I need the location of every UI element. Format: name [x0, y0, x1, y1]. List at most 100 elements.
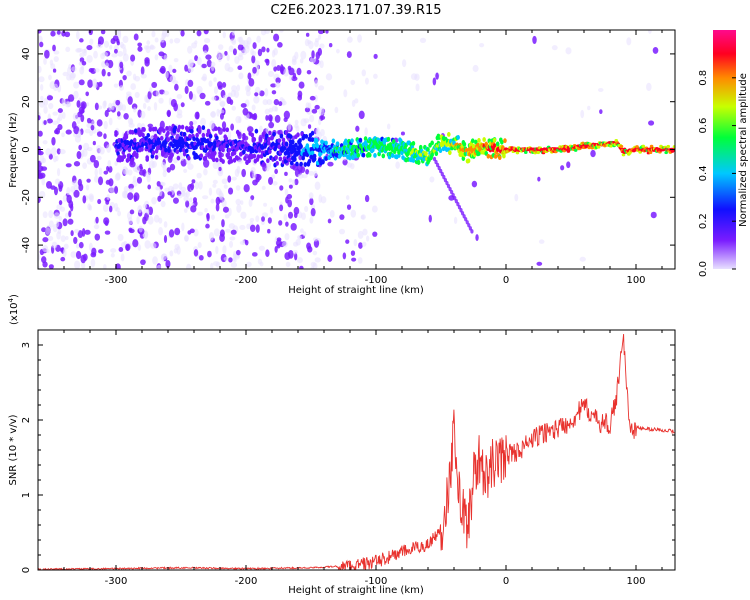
snr-multiplier-exponent: 4	[7, 297, 15, 302]
spectrogram-noise-cell	[309, 197, 314, 206]
spectrogram-noise-cell	[648, 120, 655, 126]
spectrogram-noise-cell	[38, 76, 45, 83]
spectrogram-noise-cell	[329, 210, 335, 218]
spectrogram-noise-cell	[155, 186, 161, 191]
spectrogram-noise-cell	[42, 261, 48, 268]
snr-xtick-label: 100	[626, 576, 645, 587]
spectrogram-signal-cell	[261, 161, 266, 167]
spectrogram-noise-cell	[73, 90, 79, 99]
spectrogram-signal-cell	[430, 140, 434, 146]
spectrogram-noise-cell	[278, 220, 283, 226]
spectrogram-signal-cell	[184, 148, 189, 154]
spectrogram-noise-cell	[47, 236, 54, 241]
spectrogram-noise-cell	[58, 185, 63, 192]
spectrogram-noise-cell	[177, 194, 183, 199]
spectrogram-noise-cell	[269, 206, 274, 214]
spectrogram-noise-cell	[38, 265, 41, 269]
colorbar-gradient	[713, 30, 736, 269]
spectrogram-noise-cell	[279, 185, 284, 191]
spectrogram-noise-cell	[184, 234, 189, 242]
spectrogram-noise-cell	[147, 106, 151, 111]
spectrogram-noise-cell	[293, 206, 300, 215]
spectrogram-noise-cell	[251, 104, 256, 111]
colorbar-tick-label: 0.4	[698, 165, 709, 181]
snr-ticks: -300 -200 -100 0 100 0 1 2 3	[21, 330, 675, 587]
spectrogram-noise-cell	[472, 64, 479, 73]
spectrogram-noise-cell	[67, 218, 74, 225]
spectrogram-noise-cell	[210, 61, 216, 68]
spectrogram-noise-cell	[274, 82, 281, 88]
spectrogram-noise-cell	[219, 192, 224, 201]
spectrogram-noise-cell	[194, 40, 198, 45]
spectrogram-noise-cell	[100, 30, 106, 35]
spectrogram-noise-cell	[314, 104, 320, 110]
spectrogram-noise-cell	[65, 235, 69, 241]
spectrogram-noise-cell	[70, 230, 74, 237]
spectrogram-noise-cell	[187, 230, 192, 235]
spectrogram-noise-cell	[122, 74, 127, 81]
spectrogram-noise-cell	[63, 243, 69, 250]
spectrogram-noise-cell	[202, 44, 209, 53]
spectrogram-noise-cell	[305, 32, 310, 37]
spectrogram-signal-cell	[166, 137, 170, 142]
spectrogram-noise-cell	[56, 30, 61, 35]
spectrogram-noise-cell	[54, 178, 61, 185]
spectrogram-signal-cell	[275, 161, 280, 166]
spectrogram-noise-cell	[134, 164, 141, 173]
snr-series-line	[38, 333, 675, 570]
spectrogram-signal-cell	[486, 153, 491, 159]
spectrogram-signal-cell	[649, 144, 654, 148]
spectrogram-noise-cell	[264, 87, 269, 97]
spectrogram-noise-cell	[38, 253, 41, 262]
spectrogram-noise-cell	[62, 248, 67, 258]
spectrogram-signal-cell	[641, 144, 646, 148]
spectrogram-noise-cell	[158, 227, 164, 236]
spectrogram-signal-cell	[266, 158, 270, 164]
spectrogram-ylabel: Frequency (Hz)	[8, 112, 19, 188]
spectrogram-noise-cell	[206, 212, 210, 222]
spectrogram-noise-cell	[276, 243, 281, 249]
spectrogram-noise-cell	[110, 248, 117, 253]
spectrogram-noise-cell	[215, 203, 220, 212]
spectrogram-noise-cell	[38, 115, 41, 121]
spectrogram-noise-cell	[39, 190, 46, 199]
spectrogram-noise-cell	[98, 167, 103, 176]
spectrogram-noise-cell	[156, 180, 161, 187]
spectrogram-noise-cell	[147, 184, 151, 190]
spectrogram-noise-cell	[223, 184, 228, 189]
spectrogram-noise-cell	[283, 110, 290, 120]
spectrogram-noise-cell	[198, 255, 204, 261]
spectrogram-signal-cell	[259, 153, 264, 159]
spectrogram-noise-cell	[252, 42, 257, 50]
spectrogram-signal-cell	[173, 125, 178, 131]
spectrogram-signal-cell	[367, 152, 372, 158]
spectrogram-noise-cell	[52, 44, 56, 52]
spectrogram-noise-cell	[325, 73, 333, 81]
spectrogram-noise-cell	[225, 228, 231, 233]
spectrogram-signal-cell	[177, 124, 182, 130]
spectrogram-noise-cell	[244, 239, 249, 246]
spectrogram-signal-cell	[434, 151, 439, 157]
spectrogram-noise-cell	[206, 59, 212, 68]
spectrogram-signal-cell	[122, 154, 127, 159]
spectrogram-signal-cell	[304, 133, 309, 139]
spectrogram-noise-cell	[163, 90, 170, 96]
spectrogram-noise-cell	[300, 118, 307, 127]
spectrogram-noise-cell	[114, 186, 119, 194]
spectrogram-noise-cell	[261, 216, 265, 222]
spectrogram-noise-cell	[144, 57, 150, 64]
spectrogram-noise-cell	[104, 109, 109, 118]
spectrogram-noise-cell	[196, 172, 202, 179]
spectrogram-noise-cell	[210, 262, 214, 269]
colorbar-tick-label: 0.2	[698, 213, 709, 229]
spectrogram-noise-cell	[41, 177, 46, 186]
spectrogram-noise-cell	[268, 176, 274, 185]
spectrogram-noise-cell	[240, 200, 244, 205]
spectrogram-noise-cell	[294, 119, 299, 125]
spectrogram-noise-cell	[364, 127, 368, 136]
spectrogram-noise-cell	[246, 85, 251, 91]
spectrogram-signal-cell	[232, 150, 237, 156]
spectrogram-noise-cell	[77, 130, 82, 138]
spectrogram-noise-cell	[144, 240, 151, 249]
spectrogram-noise-cell	[294, 178, 299, 186]
